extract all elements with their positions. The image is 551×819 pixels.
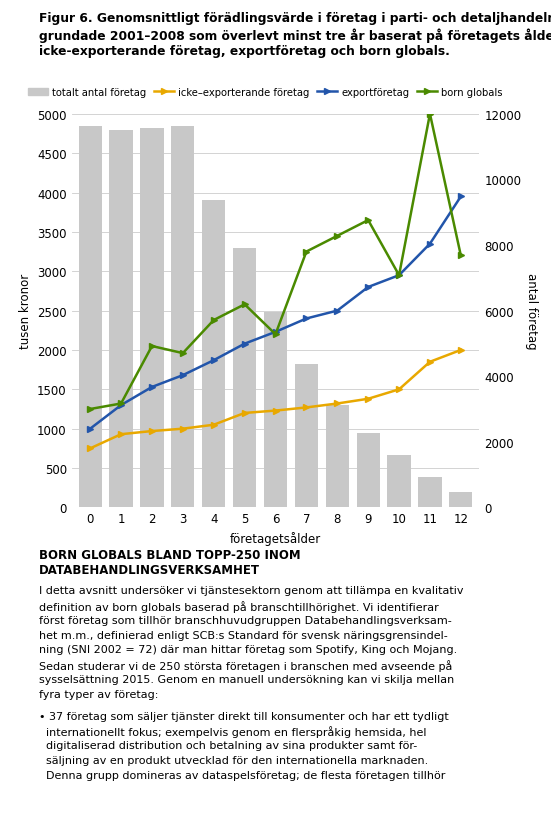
Bar	[171, 127, 195, 508]
Text: internationellt fokus; exempelvis genom en flerspråkig hemsida, hel: internationellt fokus; exempelvis genom …	[39, 726, 426, 738]
X-axis label: företagetsålder: företagetsålder	[230, 532, 321, 545]
Text: het m.m., definierad enligt SCB:s Standard för svensk näringsgrensindel-: het m.m., definierad enligt SCB:s Standa…	[39, 630, 447, 640]
Text: sysselsättning 2015. Genom en manuell undersökning kan vi skilja mellan: sysselsättning 2015. Genom en manuell un…	[39, 674, 454, 684]
Text: DATABEHANDLINGSVERKSAMHET: DATABEHANDLINGSVERKSAMHET	[39, 563, 260, 577]
Text: säljning av en produkt utvecklad för den internationella marknaden.: säljning av en produkt utvecklad för den…	[39, 755, 428, 765]
Text: fyra typer av företag:: fyra typer av företag:	[39, 689, 158, 699]
Bar	[295, 364, 318, 508]
Bar	[233, 248, 256, 508]
Text: först företag som tillhör branschhuvudgruppen Databehandlingsverksam-: först företag som tillhör branschhuvudgr…	[39, 615, 451, 625]
Bar	[141, 129, 164, 508]
Bar	[387, 456, 410, 508]
Text: • 37 företag som säljer tjänster direkt till konsumenter och har ett tydligt: • 37 företag som säljer tjänster direkt …	[39, 711, 449, 721]
Y-axis label: tusen kronor: tusen kronor	[19, 274, 31, 349]
Bar	[264, 313, 287, 508]
Bar	[418, 478, 441, 508]
Text: icke-exporterande företag, exportföretag och born globals.: icke-exporterande företag, exportföretag…	[39, 45, 450, 58]
Text: Denna grupp domineras av dataspelsföretag; de flesta företagen tillhör: Denna grupp domineras av dataspelsföreta…	[39, 770, 445, 780]
Bar	[202, 201, 225, 508]
Bar	[449, 492, 472, 508]
Y-axis label: antal företag: antal företag	[525, 273, 538, 350]
Text: ning (SNI 2002 = 72) där man hittar företag som Spotify, King och Mojang.: ning (SNI 2002 = 72) där man hittar före…	[39, 645, 457, 654]
Text: Sedan studerar vi de 250 största företagen i branschen med avseende på: Sedan studerar vi de 250 största företag…	[39, 659, 452, 672]
Text: I detta avsnitt undersöker vi tjänstesektorn genom att tillämpa en kvalitativ: I detta avsnitt undersöker vi tjänstesek…	[39, 586, 463, 595]
Text: BORN GLOBALS BLAND TOPP-250 INOM: BORN GLOBALS BLAND TOPP-250 INOM	[39, 549, 300, 562]
Text: grundade 2001–2008 som överlevt minst tre år baserat på företagets ålder:: grundade 2001–2008 som överlevt minst tr…	[39, 29, 551, 43]
Text: definition av born globals baserad på branschtillhörighet. Vi identifierar: definition av born globals baserad på br…	[39, 600, 438, 613]
Text: Figur 6. Genomsnittligt förädlingsvärde i företag i parti- och detaljhandeln: Figur 6. Genomsnittligt förädlingsvärde …	[39, 12, 551, 25]
Legend: totalt antal företag, icke–exporterande företag, exportföretag, born globals: totalt antal företag, icke–exporterande …	[24, 84, 507, 102]
Bar	[326, 405, 349, 508]
Text: digitaliserad distribution och betalning av sina produkter samt för-: digitaliserad distribution och betalning…	[39, 740, 417, 750]
Bar	[110, 130, 133, 508]
Bar	[356, 433, 380, 508]
Bar	[79, 126, 102, 508]
